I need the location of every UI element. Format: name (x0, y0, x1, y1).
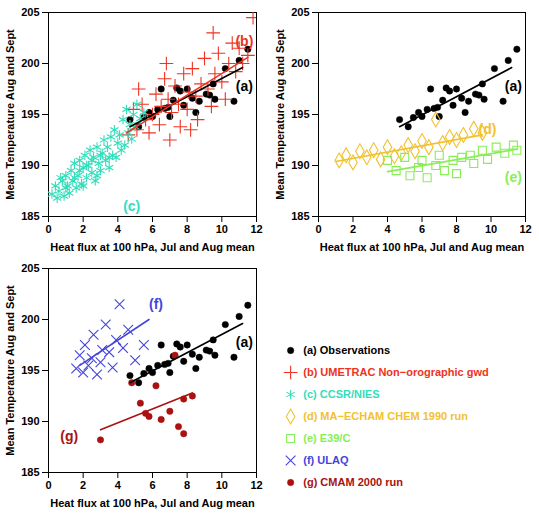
svg-text:200: 200 (21, 57, 39, 69)
svg-text:10: 10 (216, 479, 228, 491)
svg-text:2: 2 (350, 223, 356, 235)
svg-text:200: 200 (291, 57, 309, 69)
svg-text:0: 0 (45, 223, 51, 235)
svg-text:6: 6 (149, 223, 155, 235)
svg-text:195: 195 (21, 108, 39, 120)
svg-text:8: 8 (184, 479, 190, 491)
svg-text:0: 0 (315, 223, 321, 235)
svg-text:(d): (d) (479, 121, 497, 137)
svg-text:Mean Temperature Aug and Sept: Mean Temperature Aug and Sept (274, 29, 286, 200)
svg-text:185: 185 (21, 210, 39, 222)
svg-text:8: 8 (453, 223, 459, 235)
svg-text:4: 4 (384, 223, 391, 235)
svg-text:Mean Temperature Aug and Sept: Mean Temperature Aug and Sept (4, 285, 16, 456)
svg-text:12: 12 (250, 479, 262, 491)
svg-text:(d) MA−ECHAM CHEM 1990 run: (d) MA−ECHAM CHEM 1990 run (303, 410, 468, 422)
svg-text:2: 2 (80, 479, 86, 491)
svg-text:(c) CCSR/NIES: (c) CCSR/NIES (303, 388, 379, 400)
svg-text:185: 185 (291, 210, 309, 222)
svg-text:(b) UMETRAC Non−orographic gwd: (b) UMETRAC Non−orographic gwd (303, 366, 488, 378)
svg-text:10: 10 (485, 223, 497, 235)
svg-text:205: 205 (21, 262, 39, 274)
svg-text:12: 12 (519, 223, 531, 235)
svg-text:Heat flux at 100 hPa, Jul and: Heat flux at 100 hPa, Jul and Aug mean (50, 241, 255, 253)
svg-text:190: 190 (21, 159, 39, 171)
svg-text:205: 205 (21, 6, 39, 18)
svg-text:2: 2 (80, 223, 86, 235)
svg-text:(e): (e) (505, 169, 522, 185)
svg-text:205: 205 (291, 6, 309, 18)
svg-text:(f): (f) (149, 296, 163, 312)
svg-text:(a): (a) (505, 78, 522, 94)
svg-text:190: 190 (21, 415, 39, 427)
svg-text:(a) Observations: (a) Observations (303, 344, 390, 356)
svg-text:Heat flux at 100 hPa, Jul and: Heat flux at 100 hPa, Jul and Aug mean (320, 241, 525, 253)
svg-text:190: 190 (291, 159, 309, 171)
svg-text:(b): (b) (235, 33, 253, 49)
svg-text:(c): (c) (123, 198, 140, 214)
svg-text:Heat flux at 100 hPa, Jul and: Heat flux at 100 hPa, Jul and Aug mean (50, 497, 255, 509)
svg-text:10: 10 (216, 223, 228, 235)
svg-text:6: 6 (149, 479, 155, 491)
svg-text:(e) E39/C: (e) E39/C (303, 432, 350, 444)
svg-text:0: 0 (45, 479, 51, 491)
svg-text:(a): (a) (236, 334, 253, 350)
svg-text:195: 195 (291, 108, 309, 120)
svg-text:8: 8 (184, 223, 190, 235)
svg-text:6: 6 (419, 223, 425, 235)
svg-text:(g): (g) (60, 428, 78, 444)
svg-text:4: 4 (115, 479, 122, 491)
svg-text:200: 200 (21, 313, 39, 325)
svg-text:185: 185 (21, 466, 39, 478)
svg-text:4: 4 (115, 223, 122, 235)
svg-text:(f) ULAQ: (f) ULAQ (303, 454, 349, 466)
svg-text:12: 12 (250, 223, 262, 235)
svg-text:Mean Temperature Aug and Sept: Mean Temperature Aug and Sept (4, 29, 16, 200)
svg-text:195: 195 (21, 364, 39, 376)
svg-text:(a): (a) (236, 78, 253, 94)
svg-text:(g) CMAM 2000 run: (g) CMAM 2000 run (303, 476, 403, 488)
